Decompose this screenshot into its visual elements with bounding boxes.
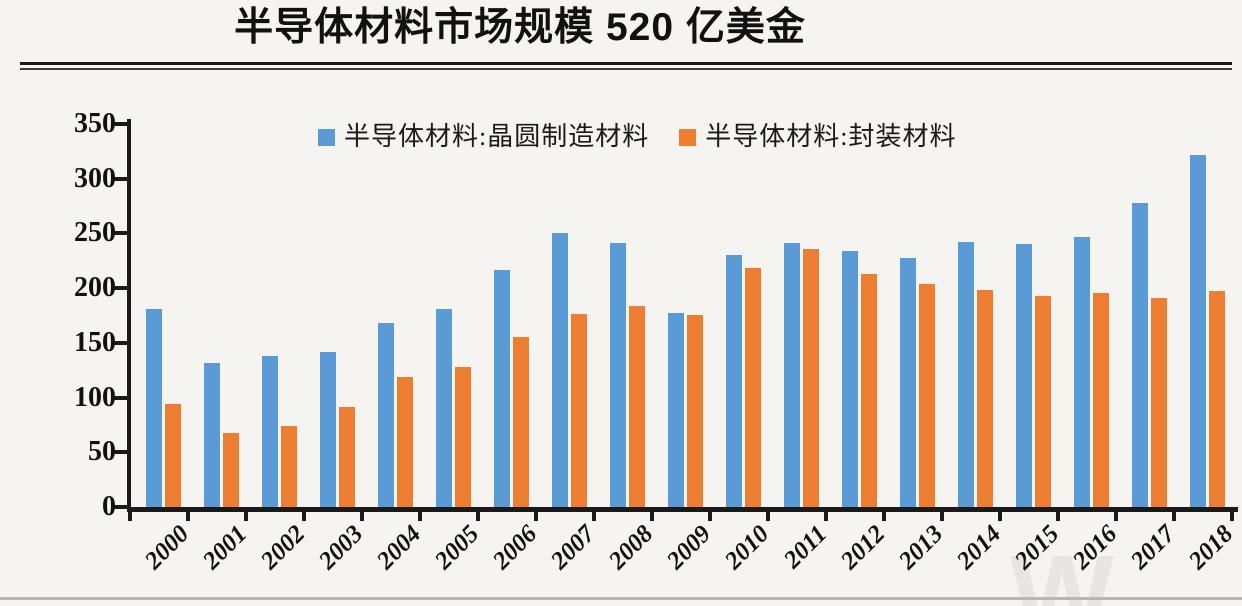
y-axis-tick <box>114 122 127 126</box>
bar-2011-wafer <box>784 243 800 507</box>
bar-2012-wafer <box>842 251 858 507</box>
bar-2016-wafer <box>1074 237 1090 507</box>
legend-swatch-blue <box>318 129 335 146</box>
x-axis-line <box>127 507 1238 512</box>
x-axis-tick <box>244 510 248 521</box>
y-axis-tick-label: 0 <box>102 491 116 522</box>
x-axis-tick <box>1230 510 1234 521</box>
bar-2002-packaging <box>281 426 297 507</box>
y-axis-line <box>127 119 131 512</box>
bar-2005-packaging <box>455 367 471 507</box>
x-axis-tick <box>534 510 538 521</box>
bar-2004-wafer <box>378 323 394 507</box>
y-axis-tick <box>114 395 127 400</box>
y-axis-tick-label: 100 <box>74 381 116 413</box>
bar-2003-wafer <box>320 352 336 507</box>
bar-2010-packaging <box>745 268 761 507</box>
title-divider-line <box>20 62 1232 70</box>
bar-2004-packaging <box>397 377 413 507</box>
bar-2006-wafer <box>494 270 510 507</box>
x-axis-tick <box>186 510 190 521</box>
bar-2010-wafer <box>726 255 742 507</box>
bar-2017-wafer <box>1132 203 1148 507</box>
y-axis-tick <box>114 340 127 345</box>
legend-item-packaging: 半导体材料:封装材料 <box>679 122 956 152</box>
y-axis-tick <box>114 176 127 181</box>
bottom-divider-line <box>0 597 1242 600</box>
y-axis-tick <box>114 231 127 236</box>
legend-label-wafer: 半导体材料:晶圆制造材料 <box>344 122 650 151</box>
bar-2000-wafer <box>146 309 162 507</box>
bar-2000-packaging <box>165 404 181 507</box>
x-axis-tick <box>882 510 886 521</box>
bar-2017-packaging <box>1151 298 1167 507</box>
y-axis-tick-label: 250 <box>74 217 116 249</box>
chart-title: 半导体材料市场规模 520 亿美金 <box>234 6 806 49</box>
y-axis-tick <box>114 505 127 509</box>
x-axis-tick <box>766 510 770 521</box>
watermark: W <box>1010 533 1124 606</box>
bar-2012-packaging <box>861 274 877 507</box>
x-axis-tick <box>824 510 828 521</box>
x-axis-tick <box>1056 510 1060 521</box>
bar-2002-wafer <box>262 356 278 507</box>
x-axis-tick <box>650 510 654 521</box>
legend: 半导体材料:晶圆制造材料 半导体材料:封装材料 <box>318 122 956 152</box>
y-axis-tick <box>114 286 127 291</box>
legend-swatch-orange <box>679 129 697 146</box>
x-axis-tick <box>476 510 480 521</box>
y-axis-tick-label: 150 <box>74 326 116 358</box>
x-axis-tick <box>1172 510 1176 521</box>
bar-2009-wafer <box>668 313 684 507</box>
x-axis-tick <box>128 510 132 521</box>
legend-label-packaging: 半导体材料:封装材料 <box>705 122 957 151</box>
bar-2005-wafer <box>436 309 452 507</box>
bar-2001-packaging <box>223 433 239 507</box>
y-axis-tick-label: 350 <box>74 108 116 139</box>
bar-2014-wafer <box>958 242 974 507</box>
x-axis-tick <box>418 510 422 521</box>
bar-2016-packaging <box>1093 293 1109 507</box>
bar-2015-packaging <box>1035 296 1051 507</box>
x-axis-tick <box>360 510 364 521</box>
bar-2013-wafer <box>900 258 916 507</box>
y-axis-tick-label: 300 <box>74 162 116 194</box>
x-axis-tick <box>592 510 596 521</box>
bar-2007-wafer <box>552 233 568 507</box>
bar-2008-packaging <box>629 306 645 507</box>
bar-2014-packaging <box>977 290 993 507</box>
bar-2003-packaging <box>339 407 355 507</box>
y-axis-tick-label: 50 <box>88 436 116 468</box>
x-axis-tick <box>998 510 1002 521</box>
bar-2001-wafer <box>204 363 220 507</box>
x-axis-tick <box>302 510 306 521</box>
bar-2006-packaging <box>513 337 529 507</box>
bar-2015-wafer <box>1016 244 1032 507</box>
bar-2007-packaging <box>571 314 587 507</box>
x-axis-tick <box>1114 510 1118 521</box>
x-axis-tick <box>708 510 712 521</box>
bar-2011-packaging <box>803 249 819 507</box>
y-axis-tick <box>114 450 127 455</box>
bar-2008-wafer <box>610 243 626 507</box>
x-axis-tick <box>940 510 944 521</box>
bar-2013-packaging <box>919 284 935 507</box>
bar-2018-wafer <box>1190 155 1206 507</box>
bar-2009-packaging <box>687 315 703 507</box>
y-axis-tick-label: 200 <box>74 272 116 304</box>
legend-item-wafer: 半导体材料:晶圆制造材料 <box>318 122 649 152</box>
bar-2018-packaging <box>1209 291 1225 507</box>
